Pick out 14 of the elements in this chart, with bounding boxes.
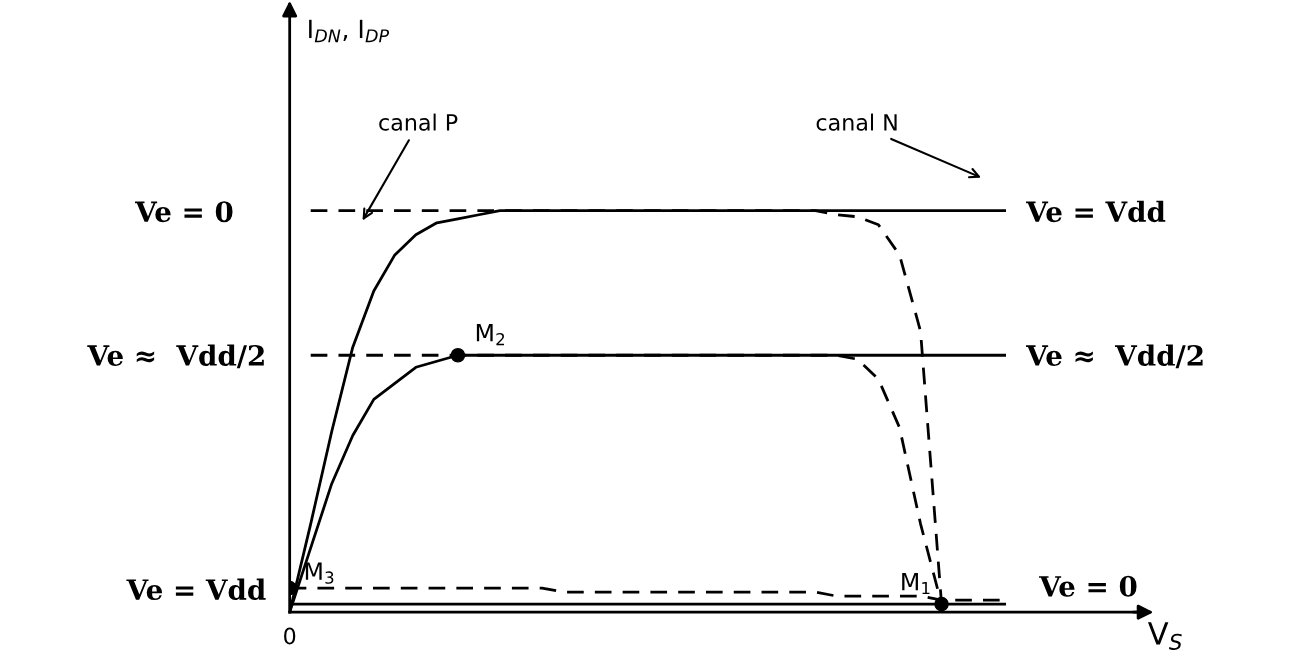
x-axis-title: V$_{S}$ — [1147, 622, 1182, 650]
text: I$_{DN}$, I$_{DP}$ — [309, 19, 390, 43]
annotation: M$_{3}$ — [305, 562, 334, 584]
annotation: Ve = 0 — [1039, 575, 1137, 597]
annotation: Ve ≈ Vdd/2 — [1026, 344, 1203, 369]
text: Ve = 0 — [135, 201, 233, 223]
text: canal P — [379, 113, 458, 131]
text: 0 — [284, 627, 296, 645]
text: Ve ≈ Vdd/2 — [87, 344, 264, 369]
text: canal N — [816, 113, 897, 131]
annotation: M$_{2}$ — [476, 324, 505, 346]
annotation: Ve = Vdd — [1026, 200, 1166, 223]
text: Ve = Vdd — [126, 578, 266, 601]
annotation: M$_{1}$ — [902, 572, 930, 595]
